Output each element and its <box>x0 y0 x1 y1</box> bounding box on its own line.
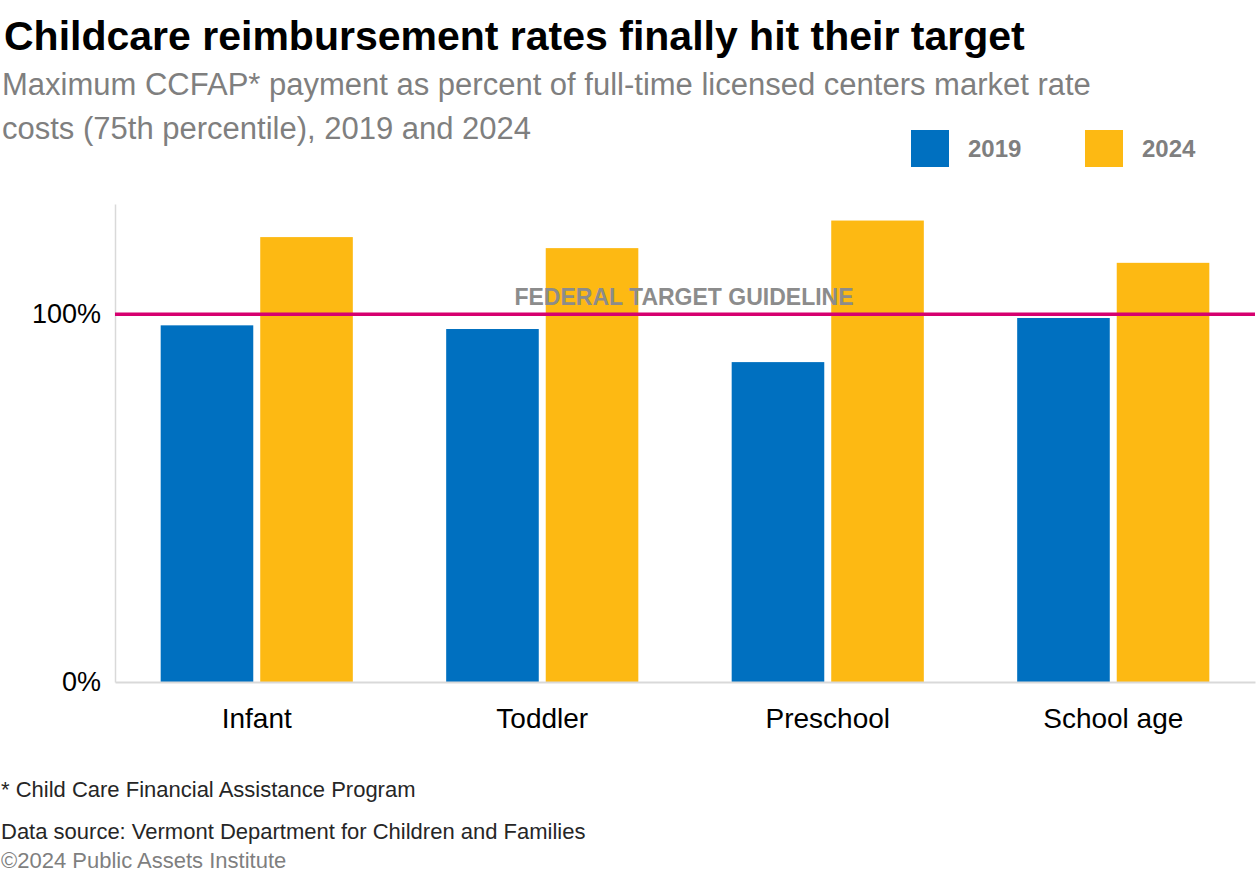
note: Data source: Vermont Department for Chil… <box>1 819 585 844</box>
bar <box>1117 263 1210 682</box>
x-axis-line <box>116 682 1256 684</box>
y-tick: 0% <box>62 667 115 697</box>
x-tick: Toddler <box>496 682 588 734</box>
x-tick-label: Infant <box>222 703 292 734</box>
annotation: FEDERAL TARGET GUIDELINE <box>514 284 853 310</box>
y-tick-label: 100% <box>32 299 101 329</box>
y-tick: 100% <box>32 299 115 329</box>
x-tick-label: Preschool <box>765 703 890 734</box>
x-tick: School age <box>1043 682 1183 734</box>
legend-item: 2019 <box>911 130 1021 167</box>
note: * Child Care Financial Assistance Progra… <box>1 777 416 802</box>
y-axis: 0% 100% <box>32 205 116 698</box>
bar <box>161 325 254 682</box>
legend-item: 2024 <box>1085 130 1196 167</box>
bar <box>1017 318 1110 682</box>
legend-label: 2024 <box>1142 135 1196 162</box>
target-line <box>115 313 1255 317</box>
note: ©2024 Public Assets Institute <box>1 848 286 873</box>
x-axis: Infant Toddler Preschool School age <box>116 682 1256 734</box>
y-tick-label: 0% <box>62 667 101 697</box>
x-tick: Preschool <box>765 682 890 734</box>
legend-swatch <box>1085 130 1123 167</box>
x-tick-label: School age <box>1043 703 1183 734</box>
plot-area <box>161 221 1210 682</box>
x-tick-label: Toddler <box>496 703 588 734</box>
chart: Childcare reimbursement rates finally hi… <box>0 0 1260 881</box>
bar <box>446 329 539 682</box>
legend-label: 2019 <box>968 135 1021 162</box>
y-axis-line <box>115 205 117 683</box>
title: Childcare reimbursement rates finally hi… <box>4 13 1025 59</box>
x-tick: Infant <box>222 682 292 734</box>
legend: 2019 2024 <box>911 130 1196 167</box>
bar <box>732 362 825 682</box>
legend-swatch <box>911 130 949 167</box>
bar <box>260 237 353 682</box>
